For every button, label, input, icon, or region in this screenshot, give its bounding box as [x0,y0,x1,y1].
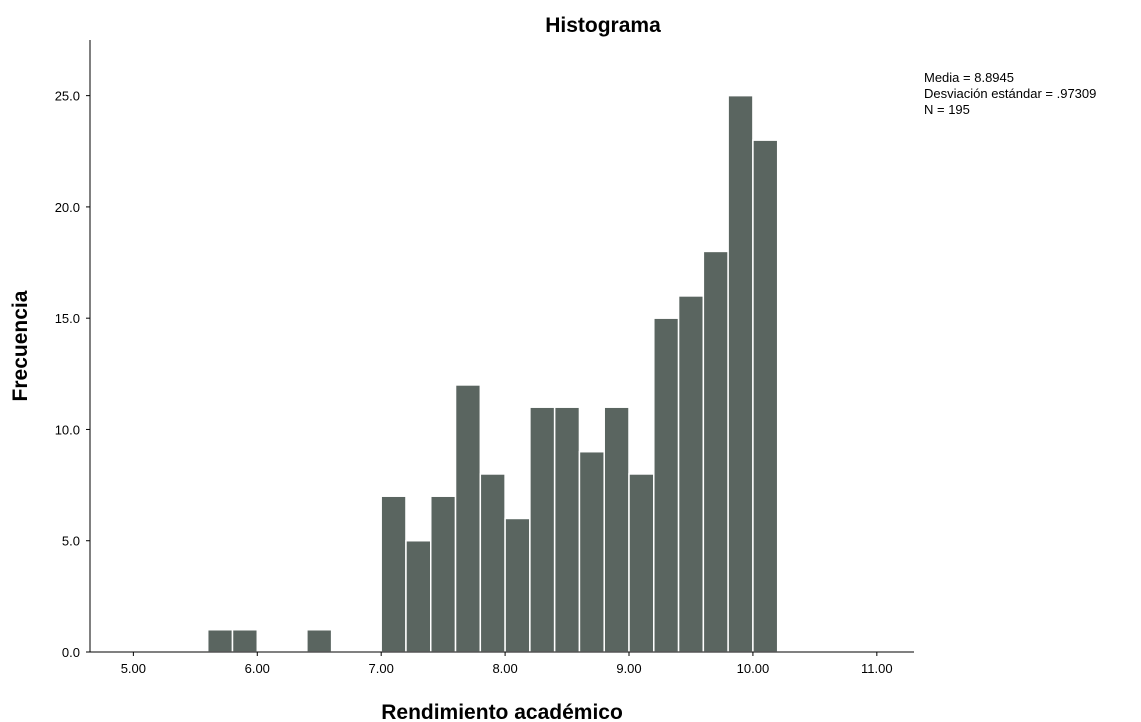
y-tick-label: 0.0 [62,645,80,660]
y-ticks-group: 0.0 5.0 10.0 15.0 20.0 25.0 [55,89,90,660]
histogram-bar [578,450,605,653]
stats-box: Media = 8.8945 Desviación estándar = .97… [924,70,1096,117]
histogram-bar [479,473,506,653]
histogram-bar [628,473,655,653]
x-ticks-group: 5.00 6.00 7.00 8.00 9.00 10.00 11.00 [121,652,893,676]
histogram-bar [603,406,630,653]
histogram-bar [727,94,754,653]
x-tick-label: 10.00 [737,661,770,676]
x-axis-label: Rendimiento académico [381,701,623,722]
stat-mean: Media = 8.8945 [924,70,1014,85]
y-tick-label: 25.0 [55,89,80,104]
histogram-bar [529,406,556,653]
histogram-bar [405,539,432,653]
histogram-bar [380,495,407,653]
histogram-bar [206,628,234,653]
x-tick-label: 9.00 [616,661,641,676]
y-tick-label: 15.0 [55,311,80,326]
x-tick-label: 5.00 [121,661,146,676]
histogram-bar [306,628,333,653]
histogram-bar [430,495,457,653]
x-tick-label: 11.00 [861,661,893,676]
x-tick-label: 6.00 [245,661,270,676]
histogram-bar [553,406,581,653]
histogram-bar [677,295,705,653]
stat-std: Desviación estándar = .97309 [924,86,1096,101]
y-tick-label: 5.0 [62,534,80,549]
bars-group [206,94,779,653]
histogram-bar [653,317,680,653]
y-tick-label: 10.0 [55,422,80,437]
histogram-bar [702,250,729,653]
histogram-bar [504,517,531,653]
y-axis-label: Frecuencia [9,290,32,401]
histogram-bar [231,628,259,653]
histogram-bar [752,139,779,653]
x-tick-label: 7.00 [369,661,394,676]
chart-title: Histograma [545,14,661,37]
x-tick-label: 8.00 [492,661,517,676]
histogram-bar [454,384,482,653]
y-tick-label: 20.0 [55,200,80,215]
stat-n: N = 195 [924,102,970,117]
